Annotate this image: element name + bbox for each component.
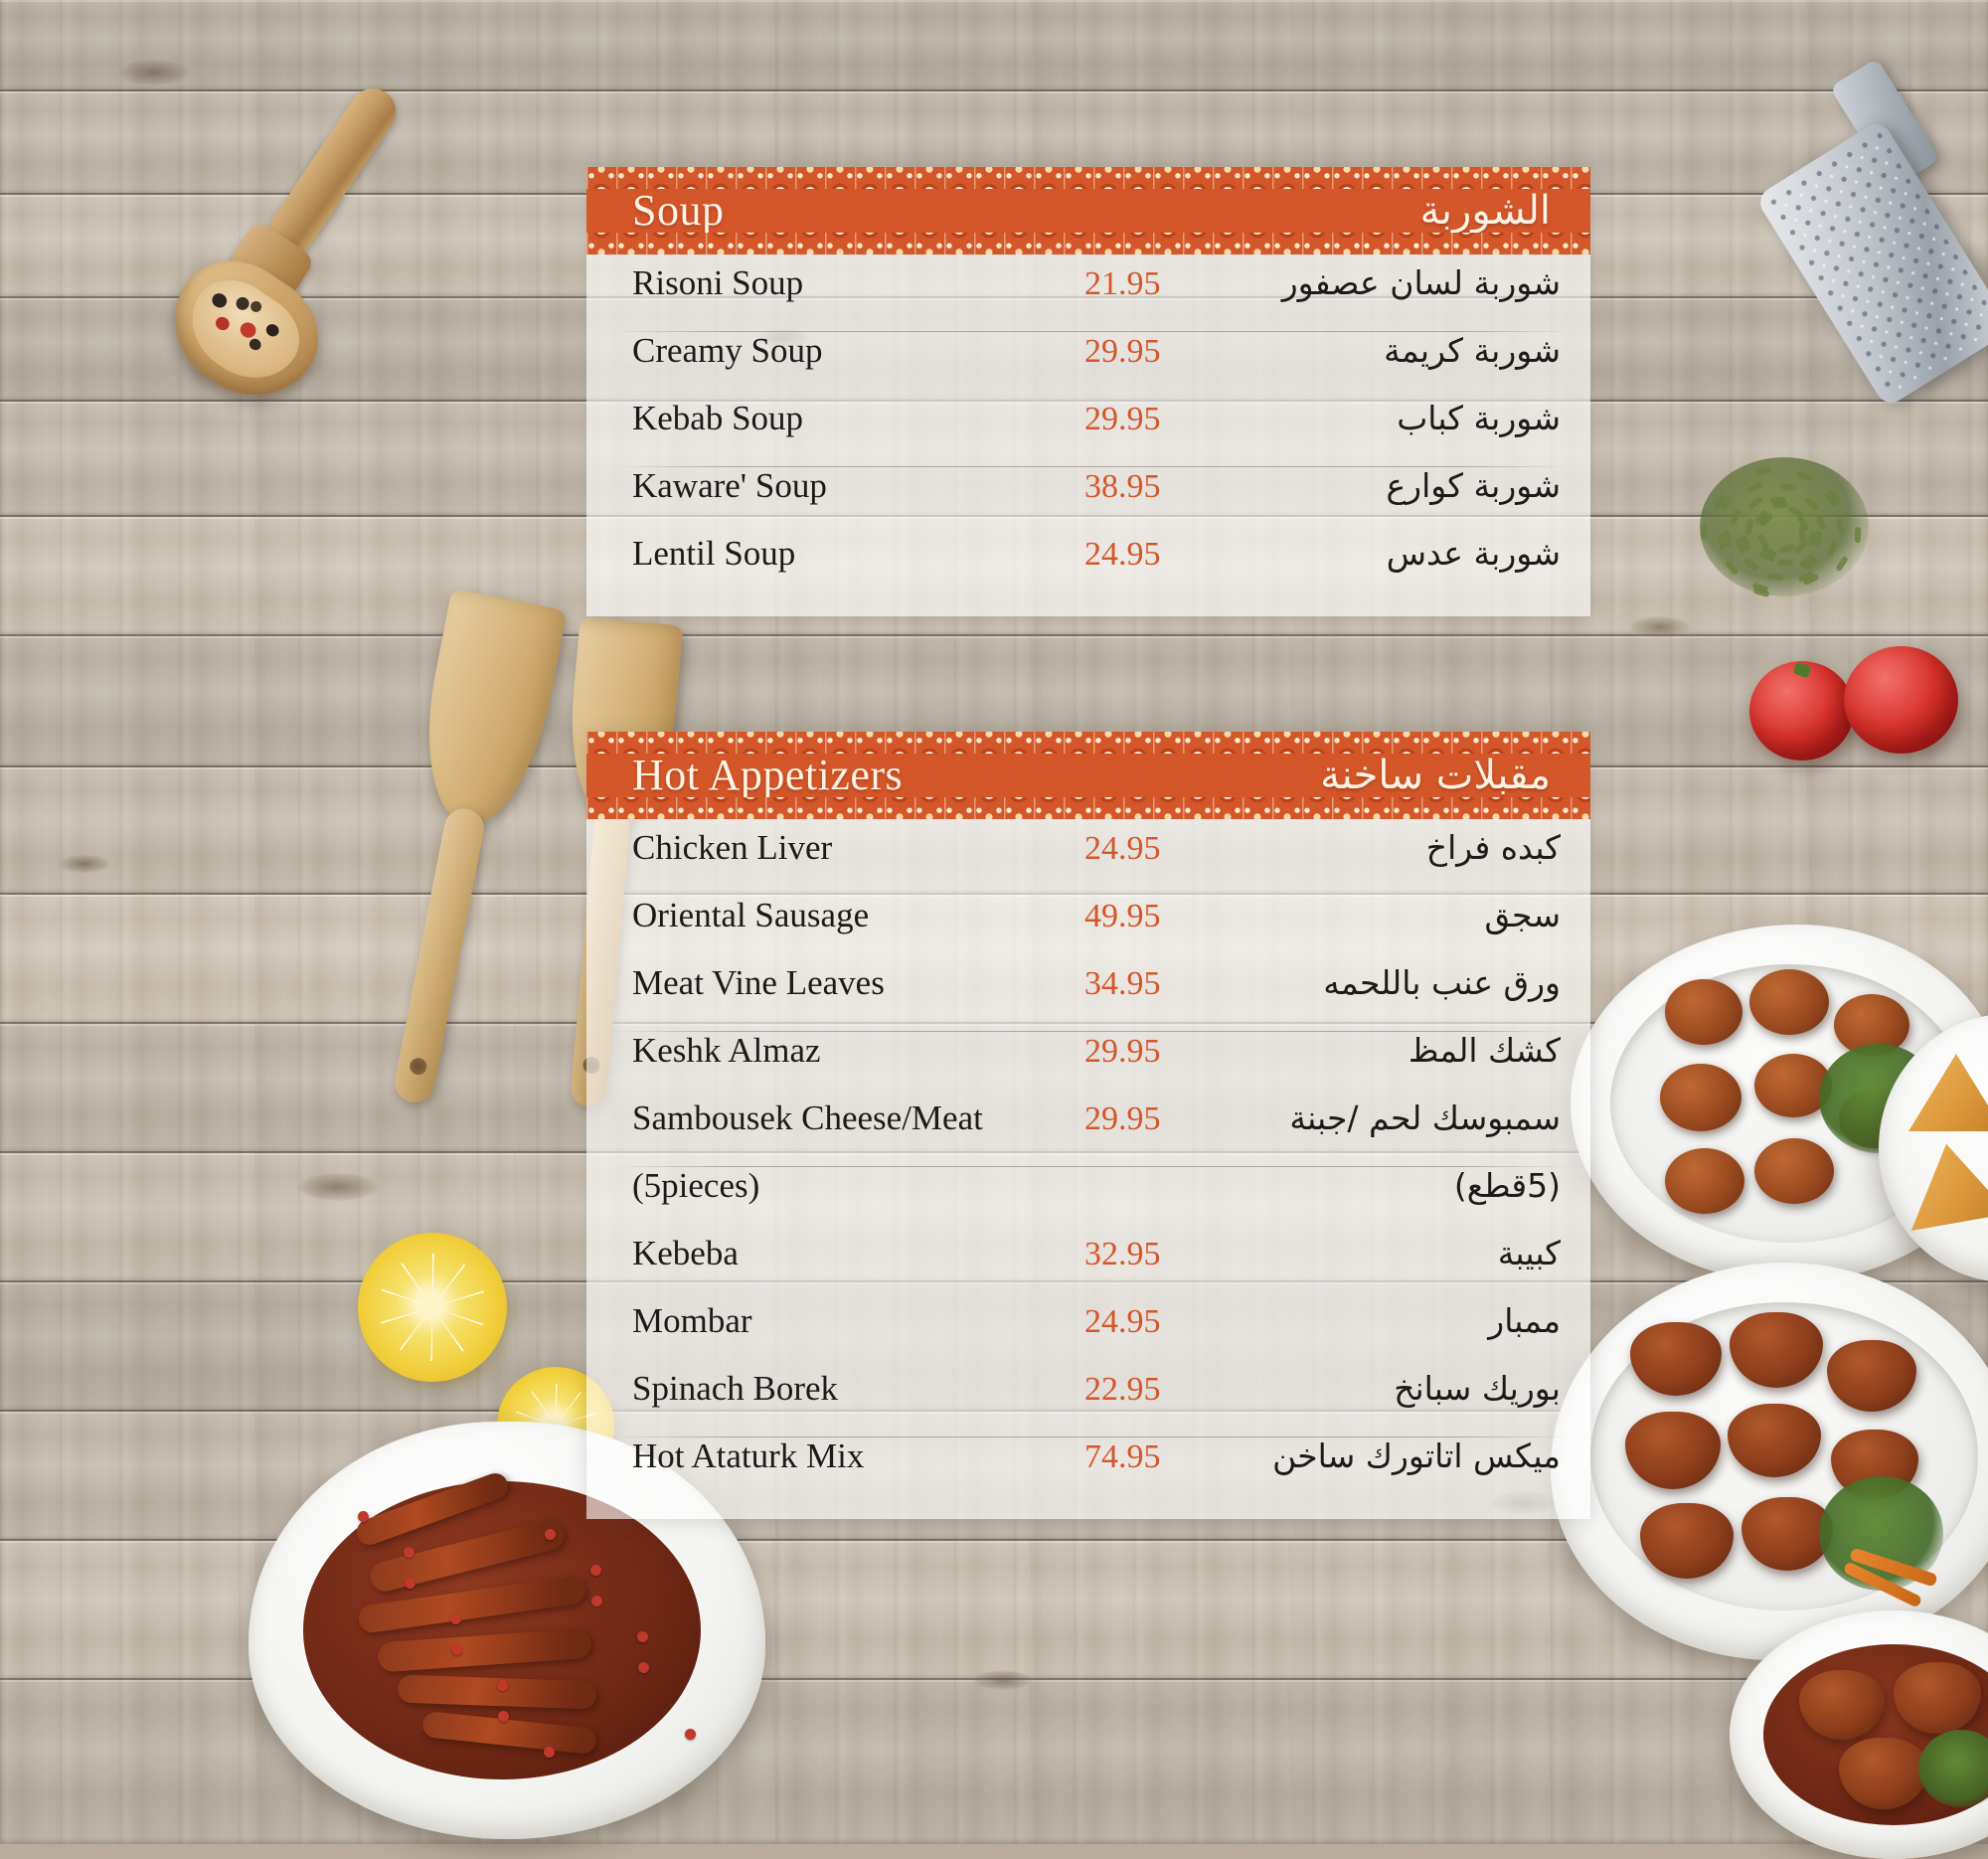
item-name-ar: سمبوسك لحم /جبنة	[1289, 1098, 1561, 1137]
item-name-en: Oriental Sausage	[632, 896, 870, 934]
item-name-ar: ورق عنب باللحمه	[1323, 963, 1561, 1002]
item-name-ar: شوربة كباب	[1397, 399, 1561, 437]
menu-section-hot-appetizers: Hot Appetizers مقبلات ساخنة Chicken Liver 2…	[586, 732, 1590, 1519]
meatball-stew-dish	[1730, 1610, 1988, 1859]
item-name-en: Sambousek Cheese/Meat	[632, 1098, 983, 1137]
item-price: 32.95	[1084, 1236, 1161, 1272]
item-price: 22.95	[1084, 1371, 1161, 1408]
menu-item-row: Oriental Sausage 49.95 سجق	[586, 897, 1590, 964]
item-name-en: Spinach Borek	[632, 1369, 839, 1408]
ornament-band-bottom	[586, 797, 1590, 819]
item-price: 21.95	[1084, 265, 1161, 302]
menu-item-row: Kebeba 32.95 كبيبة	[586, 1235, 1590, 1302]
wood-knot	[298, 1173, 378, 1201]
ornament-band-bottom	[586, 233, 1590, 254]
item-price: 29.95	[1084, 1100, 1161, 1137]
item-name-en: Hot Ataturk Mix	[632, 1436, 865, 1475]
item-name-ar: شوربة كوارع	[1386, 466, 1561, 505]
item-name-en: Kebeba	[632, 1234, 739, 1272]
item-name-ar: شوربة كريمة	[1384, 331, 1561, 370]
item-name-en: Kebab Soup	[632, 399, 804, 437]
section-title-row: Soup الشوربة	[586, 189, 1590, 233]
item-name-ar: كبده فراخ	[1425, 828, 1561, 867]
wood-plank	[0, 0, 1988, 91]
item-name-en: Mombar	[632, 1301, 752, 1340]
item-price: 49.95	[1084, 898, 1161, 934]
menu-item-row: Hot Ataturk Mix 74.95 ميكس اتاتورك ساخن	[586, 1437, 1590, 1505]
menu-item-row: Lentil Soup 24.95 شوربة عدس	[586, 535, 1590, 602]
item-name-ar: كشك المظ	[1408, 1031, 1561, 1070]
menu-item-row: Chicken Liver 24.95 كبده فراخ	[586, 829, 1590, 897]
item-name-en: Risoni Soup	[632, 263, 804, 302]
wood-knot	[974, 1670, 1032, 1690]
item-price: 29.95	[1084, 333, 1161, 370]
section-title-en: Hot Appetizers	[632, 751, 904, 799]
item-name-ar: شوربة لسان عصفور	[1281, 263, 1561, 302]
section-header-hot-appetizers: Hot Appetizers مقبلات ساخنة	[586, 732, 1590, 797]
section-title-row: Hot Appetizers مقبلات ساخنة	[586, 754, 1590, 797]
item-price: 24.95	[1084, 830, 1161, 867]
menu-item-row: Mombar 24.95 ممبار	[586, 1302, 1590, 1370]
lemon-half-left	[353, 1248, 482, 1377]
wood-knot	[1630, 616, 1690, 638]
item-name-en: Kaware' Soup	[632, 466, 827, 505]
item-name-ar: كبيبة	[1497, 1234, 1561, 1272]
wood-knot	[60, 855, 109, 873]
item-name-ar: سجق	[1484, 896, 1561, 934]
menu-item-row: Kebab Soup 29.95 شوربة كباب	[586, 400, 1590, 467]
menu-item-row: Risoni Soup 21.95 شوربة لسان عصفور	[586, 264, 1590, 332]
item-price: 29.95	[1084, 401, 1161, 437]
lemon-slice-top	[358, 1233, 507, 1382]
item-name-ar: ممبار	[1488, 1301, 1561, 1340]
menu-item-row: Spinach Borek 22.95 بوريك سبانخ	[586, 1370, 1590, 1437]
item-name-ar: ميكس اتاتورك ساخن	[1272, 1436, 1561, 1475]
section-header-soup: Soup الشوربة	[586, 167, 1590, 233]
tomato-left	[1749, 661, 1854, 760]
item-name-ar: (5قطع)	[1453, 1166, 1561, 1205]
item-price: 29.95	[1084, 1033, 1161, 1070]
samosa-platter	[1879, 1014, 1988, 1282]
wood-knot	[119, 60, 189, 85]
item-name-en: Lentil Soup	[632, 534, 796, 573]
item-price: 24.95	[1084, 1303, 1161, 1340]
item-name-ar: بوريك سبانخ	[1394, 1369, 1561, 1408]
menu-item-row: Sambousek Cheese/Meat 29.95 سمبوسك لحم /جب…	[586, 1099, 1590, 1167]
item-name-en: Chicken Liver	[632, 828, 833, 867]
menu-item-row: (5pieces) (5قطع)	[586, 1167, 1590, 1235]
section-title-en: Soup	[632, 186, 725, 235]
item-name-ar: شوربة عدس	[1386, 534, 1561, 573]
item-price: 34.95	[1084, 965, 1161, 1002]
item-price: 24.95	[1084, 536, 1161, 573]
ornament-band-top	[586, 167, 1590, 189]
section-title-ar: مقبلات ساخنة	[1320, 753, 1551, 798]
menu-section-soup: Soup الشوربة Risoni Soup 21.95 شوربة لسان عص…	[586, 167, 1590, 616]
menu-item-row: Keshk Almaz 29.95 كشك المظ	[586, 1032, 1590, 1099]
dried-herbs-pile	[1690, 447, 1879, 606]
menu-item-row: Meat Vine Leaves 34.95 ورق عنب باللحمه	[586, 964, 1590, 1032]
kofta-platter	[1551, 1263, 1988, 1660]
item-name-en: Creamy Soup	[632, 331, 823, 370]
item-name-en: (5pieces)	[632, 1166, 760, 1205]
section-items-hot-appetizers: Chicken Liver 24.95 كبده فراخ Oriental Saus…	[586, 819, 1590, 1519]
item-name-en: Meat Vine Leaves	[632, 963, 885, 1002]
ornament-band-top	[586, 732, 1590, 754]
menu-item-row: Kaware' Soup 38.95 شوربة كوارع	[586, 467, 1590, 535]
section-items-soup: Risoni Soup 21.95 شوربة لسان عصفور Creamy S…	[586, 254, 1590, 616]
menu-item-row: Creamy Soup 29.95 شوربة كريمة	[586, 332, 1590, 400]
section-title-ar: الشوربة	[1419, 188, 1551, 234]
tomato-right	[1844, 646, 1958, 754]
item-price: 74.95	[1084, 1438, 1161, 1475]
item-price: 38.95	[1084, 468, 1161, 505]
metal-grater	[1754, 58, 1988, 427]
item-name-en: Keshk Almaz	[632, 1031, 821, 1070]
